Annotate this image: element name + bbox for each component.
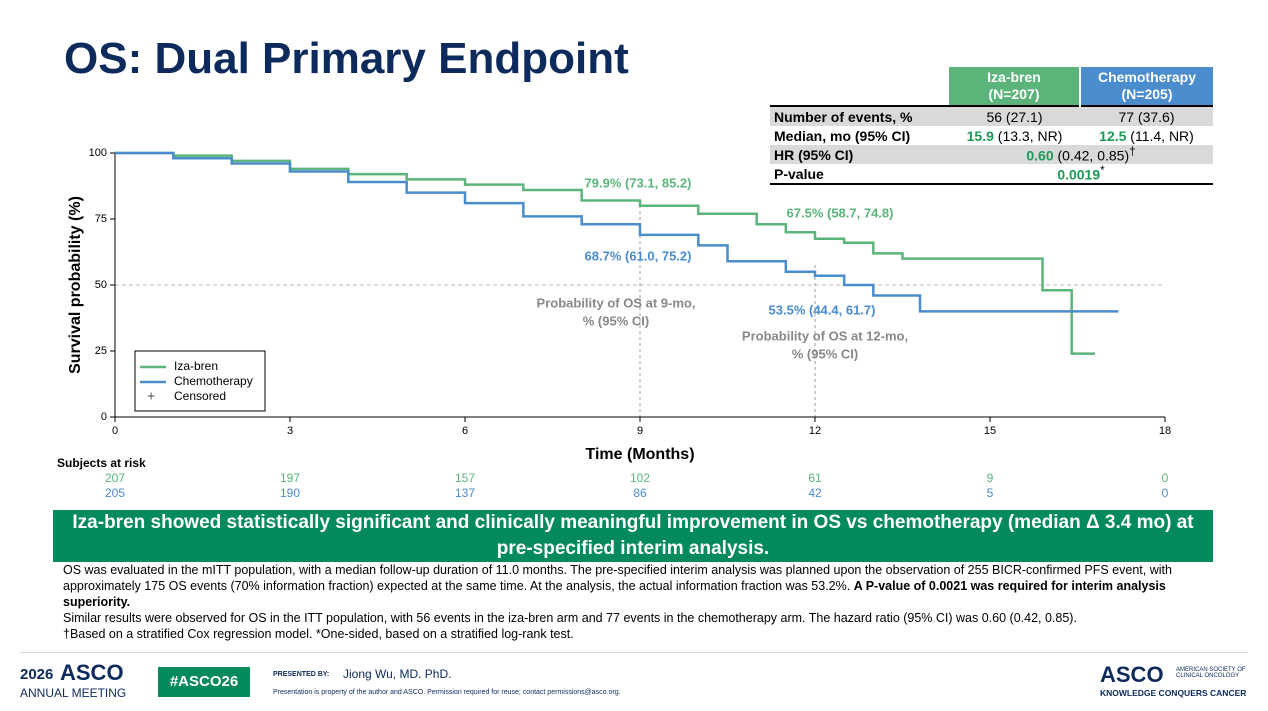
footer-meeting: ANNUAL MEETING: [20, 686, 127, 700]
at-risk: 137: [455, 486, 475, 500]
hashtag: #ASCO26: [158, 667, 250, 697]
presented-by: PRESENTED BY:: [273, 671, 330, 678]
arm-n: (N=207): [988, 86, 1040, 102]
legend-label: Censored: [174, 389, 226, 403]
note: OS was evaluated in the mITT population,…: [63, 563, 1172, 593]
footer-year: 2026: [20, 666, 54, 683]
society: AMERICAN SOCIETY OF CLINICAL ONCOLOGY: [1176, 667, 1246, 679]
footnote-mark: *: [1100, 164, 1105, 178]
column-header: Chemotherapy (N=205): [1079, 67, 1213, 106]
footnotes: OS was evaluated in the mITT population,…: [63, 562, 1223, 642]
tagline: KNOWLEDGE CONQUERS CANCER: [1100, 688, 1247, 698]
y-tick-label: 0: [101, 411, 107, 423]
cell-rest: (11.4, NR): [1126, 127, 1194, 144]
footer-asco: ASCO: [60, 660, 124, 685]
annotation: 67.5% (58.7, 74.8): [787, 205, 894, 220]
annotation: 53.5% (44.4, 61.7): [769, 302, 876, 317]
at-risk: 197: [280, 471, 300, 485]
at-risk: 102: [630, 471, 650, 485]
at-risk: 190: [280, 486, 300, 500]
note: †Based on a stratified Cox regression mo…: [63, 627, 574, 641]
x-tick-label: 6: [462, 425, 468, 437]
cell: 77 (37.6): [1080, 105, 1213, 126]
at-risk: 205: [105, 486, 125, 500]
legend-label: Chemotherapy: [174, 374, 253, 388]
arm-name: Iza-bren: [987, 69, 1041, 85]
x-tick-label: 0: [112, 425, 118, 437]
cell: 56 (27.1): [949, 105, 1080, 126]
row-label: P-value: [770, 164, 949, 185]
reference-label: Probability of OS at 9-mo,: [537, 295, 696, 310]
y-tick-label: 100: [89, 147, 107, 159]
footnote-mark: †: [1129, 145, 1136, 159]
at-risk: 207: [105, 471, 125, 485]
cell: 0.0019*: [949, 164, 1213, 185]
x-tick-label: 12: [809, 425, 821, 437]
at-risk: 86: [633, 486, 647, 500]
cell-rest: (0.42, 0.85): [1053, 147, 1130, 164]
cell: 0.60 (0.42, 0.85)†: [949, 145, 1213, 164]
km-curve: [115, 151, 1095, 355]
at-risk: 61: [808, 471, 822, 485]
note: Similar results were observed for OS in …: [63, 611, 1077, 625]
row-label: Median, mo (95% CI): [774, 127, 911, 144]
annotation: 79.9% (73.1, 85.2): [585, 175, 692, 190]
arm-n: (N=205): [1121, 86, 1173, 102]
logo: ASCO: [1100, 662, 1164, 687]
y-tick-label: 50: [95, 279, 107, 291]
risk-title: Subjects at risk: [57, 456, 146, 470]
slide-title: OS: Dual Primary Endpoint: [64, 34, 629, 83]
x-axis-label: Time (Months): [585, 446, 694, 463]
summary-table: Iza-bren (N=207) Chemotherapy (N=205) Numb…: [770, 67, 1213, 185]
y-tick-label: 75: [95, 213, 107, 225]
x-tick-label: 3: [287, 425, 293, 437]
cell-bold: 0.0019: [1057, 166, 1101, 183]
cell-bold: 12.5: [1099, 127, 1127, 144]
at-risk: 0: [1162, 471, 1169, 485]
km-curve: [115, 151, 1119, 313]
column-header: Iza-bren (N=207): [949, 67, 1080, 106]
annotation: 68.7% (61.0, 75.2): [585, 248, 692, 263]
presenter: Jiong Wu, MD. PhD.: [343, 667, 452, 681]
row-label: HR (95% CI): [770, 145, 949, 164]
reference-label: % (95% CI): [583, 313, 649, 328]
cell: 15.9 (13.3, NR): [949, 126, 1080, 145]
at-risk: 0: [1162, 486, 1169, 500]
note-bold: A P-value of 0.0021 was required for int…: [63, 579, 1166, 609]
y-axis-label: Survival probability (%): [67, 196, 84, 374]
at-risk: 157: [455, 471, 475, 485]
cell-bold: 15.9: [966, 127, 994, 144]
legend-label: Iza-bren: [174, 359, 218, 373]
at-risk: 5: [987, 486, 994, 500]
legend-marker: +: [147, 388, 155, 404]
x-tick-label: 9: [637, 425, 643, 437]
row-label: Number of events, %: [770, 105, 949, 126]
x-tick-label: 18: [1159, 425, 1171, 437]
divider: [20, 652, 1248, 653]
reference-label: % (95% CI): [792, 346, 858, 361]
banner: Iza-bren showed statistically significan…: [53, 510, 1213, 562]
at-risk: 9: [987, 471, 994, 485]
y-tick-label: 25: [95, 345, 107, 357]
x-tick-label: 15: [984, 425, 996, 437]
at-risk: 42: [808, 486, 822, 500]
disclaimer: Presentation is property of the author a…: [273, 689, 621, 696]
cell-bold: 0.60: [1026, 147, 1054, 164]
arm-name: Chemotherapy: [1097, 69, 1197, 85]
cell: 12.5 (11.4, NR): [1080, 126, 1213, 145]
reference-label: Probability of OS at 12-mo,: [742, 328, 908, 343]
cell-rest: (13.3, NR): [993, 127, 1063, 144]
